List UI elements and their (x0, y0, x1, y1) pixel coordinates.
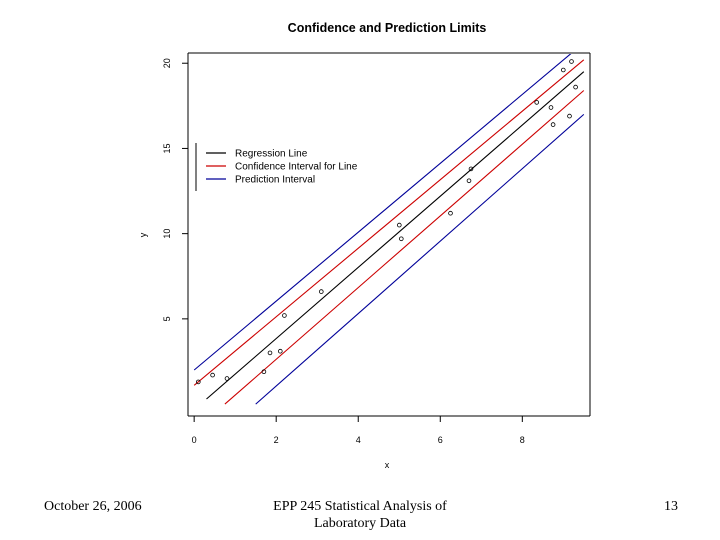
data-point-8 (396, 222, 402, 228)
series-line-1 (193, 59, 585, 386)
data-point-19 (573, 84, 578, 90)
footer-course-title: EPP 245 Statistical Analysis of Laborato… (230, 498, 490, 532)
data-point-1 (210, 372, 215, 378)
data-point-15 (550, 122, 556, 127)
footer-date: October 26, 2006 (44, 499, 142, 514)
footer-course-line2: Laboratory Data (313, 516, 407, 531)
chart-title: Confidence and Prediction Limits (288, 21, 487, 35)
data-point-12 (468, 166, 474, 172)
data-point-3 (261, 369, 267, 375)
data-point-10 (448, 210, 453, 216)
data-point-18 (569, 59, 574, 64)
data-point-13 (534, 100, 539, 105)
data-point-5 (277, 348, 283, 354)
legend-label-0: Regression Line (235, 149, 308, 160)
y-tick-label-10: 10 (162, 229, 172, 239)
x-axis-label: x (385, 460, 390, 470)
series-line-4 (255, 113, 585, 405)
series-line-2 (224, 90, 585, 405)
data-point-7 (318, 289, 324, 294)
data-point-6 (282, 313, 287, 318)
legend-label-2: Prediction Interval (235, 175, 315, 186)
data-layer (193, 54, 585, 405)
x-tick-label-8: 8 (520, 435, 525, 445)
data-point-16 (560, 67, 566, 73)
y-tick-label-20: 20 (162, 58, 172, 68)
page-number: 13 (664, 499, 678, 514)
y-axis-label: y (138, 232, 148, 237)
data-point-17 (567, 113, 572, 119)
y-tick-label-5: 5 (162, 316, 172, 321)
data-point-4 (267, 350, 273, 356)
axes-layer: 0 2 4 6 8 5 10 15 20 (162, 58, 525, 445)
y-tick-label-15: 15 (162, 143, 172, 153)
x-tick-label-0: 0 (192, 435, 197, 445)
data-point-9 (398, 236, 404, 242)
data-point-11 (466, 178, 472, 184)
series-line-3 (193, 54, 572, 371)
x-tick-label-2: 2 (274, 435, 279, 445)
data-point-14 (548, 105, 554, 110)
footer-course-line1: EPP 245 Statistical Analysis of (273, 499, 447, 514)
data-point-0 (196, 379, 201, 385)
x-tick-label-6: 6 (438, 435, 443, 445)
x-tick-label-4: 4 (356, 435, 361, 445)
data-point-2 (224, 376, 230, 381)
series-line-0 (206, 71, 585, 400)
legend-label-1: Confidence Interval for Line (235, 162, 358, 173)
legend: Regression Line Confidence Interval for L… (195, 143, 358, 191)
